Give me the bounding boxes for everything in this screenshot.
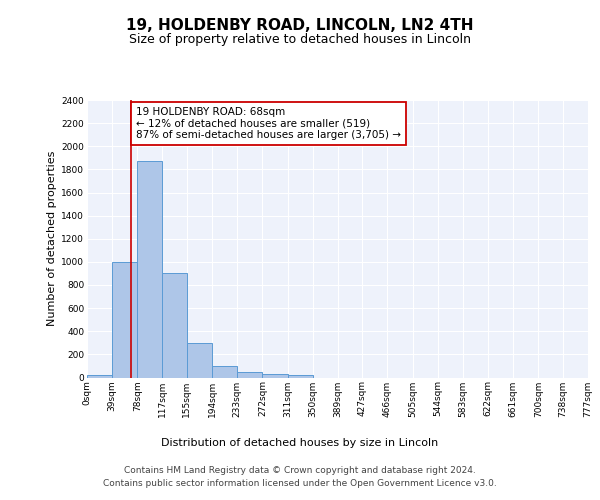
- Y-axis label: Number of detached properties: Number of detached properties: [47, 151, 57, 326]
- Bar: [137, 162, 163, 378]
- Bar: [237, 372, 262, 378]
- Bar: [112, 262, 137, 378]
- Text: Size of property relative to detached houses in Lincoln: Size of property relative to detached ho…: [129, 32, 471, 46]
- Text: Contains HM Land Registry data © Crown copyright and database right 2024.
Contai: Contains HM Land Registry data © Crown c…: [103, 466, 497, 487]
- Text: Distribution of detached houses by size in Lincoln: Distribution of detached houses by size …: [161, 438, 439, 448]
- Text: 19 HOLDENBY ROAD: 68sqm
← 12% of detached houses are smaller (519)
87% of semi-d: 19 HOLDENBY ROAD: 68sqm ← 12% of detache…: [136, 107, 401, 140]
- Bar: [212, 366, 237, 378]
- Bar: [262, 374, 287, 378]
- Bar: [163, 274, 187, 378]
- Bar: [187, 343, 212, 378]
- Bar: [287, 374, 313, 378]
- Text: 19, HOLDENBY ROAD, LINCOLN, LN2 4TH: 19, HOLDENBY ROAD, LINCOLN, LN2 4TH: [126, 18, 474, 32]
- Bar: [87, 375, 112, 378]
